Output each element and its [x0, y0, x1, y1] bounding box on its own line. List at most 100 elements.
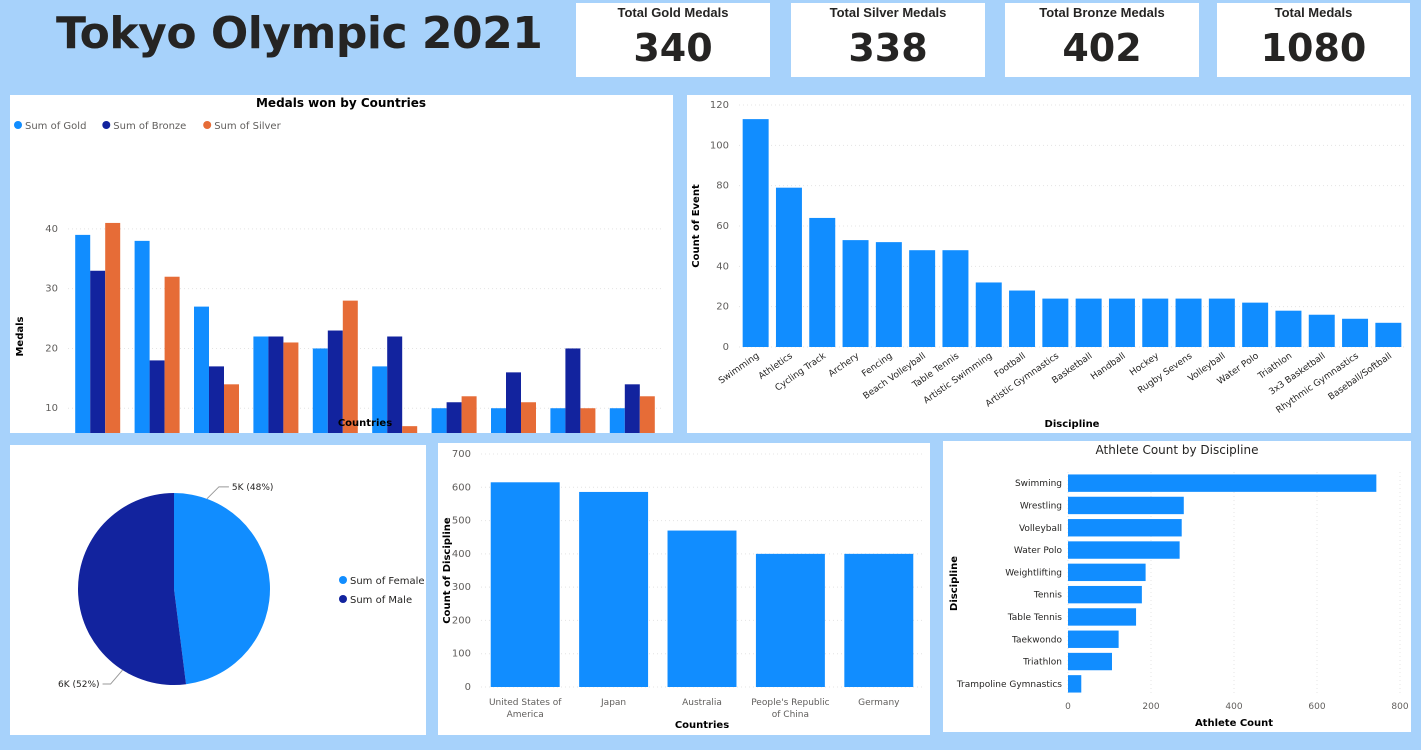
medals-by-country-panel[interactable]: Medals won by Countries Sum of Gold Sum of… [10, 95, 673, 512]
bar-water-polo [1068, 541, 1180, 559]
bar-australia [667, 530, 737, 687]
events-y-tick-label: 80 [716, 181, 729, 192]
total-medals-value: 1080 [1260, 26, 1367, 70]
bar-taekwondo [1068, 630, 1119, 648]
bar-table-tennis [1068, 608, 1137, 626]
medals-y-tick-label: 20 [45, 343, 58, 354]
chart-title: Athlete Count by Discipline [1096, 443, 1259, 457]
y-tick-label: Taekwondo [1011, 635, 1063, 645]
bar-sum-of-silver-italy [580, 408, 596, 468]
y-tick-label: Wrestling [1020, 501, 1062, 511]
discipline-y-tick-label: 500 [452, 516, 471, 527]
y-tick-label: Tennis [1033, 591, 1062, 601]
y-tick-label: Weightlifting [1005, 568, 1062, 578]
bar-artistic-gymnastics [1042, 298, 1069, 347]
bar-sum-of-gold-netherlands [609, 408, 625, 468]
legend-swatch-sum-of-female [339, 576, 347, 584]
bar-sum-of-bronze-netherlands [624, 384, 640, 468]
x-tick-label: Handball [1089, 351, 1127, 382]
bar-sum-of-silver-united-states-of-america [105, 222, 121, 468]
legend-swatch-sum-of-male [339, 595, 347, 603]
total-gold-label: Total Gold Medals [617, 5, 729, 20]
bar-water-polo [1242, 302, 1269, 347]
bar-sum-of-silver-people-s-republic-of-china [164, 276, 180, 468]
bar-fencing [875, 242, 902, 347]
y-axis-title: Count of Event [691, 184, 702, 268]
events-by-discipline-panel[interactable]: 0 20 40 60 80 100 120 Count of Event Swimming Ath… [687, 95, 1411, 433]
bar-wrestling [1068, 496, 1184, 515]
bar-sum-of-bronze-japan [209, 366, 224, 468]
bar-sum-of-gold-italy [550, 408, 566, 468]
bar-sum-of-bronze-italy [565, 348, 581, 468]
x-tick-label: Australia [682, 698, 722, 708]
bar-sum-of-gold-germany [491, 408, 506, 468]
bar-sum-of-gold-roc [312, 348, 328, 468]
bar-sum-of-silver-netherlands [639, 396, 655, 468]
bar-table-tennis [942, 250, 969, 347]
bar-sum-of-silver-germany [521, 402, 536, 468]
discipline-by-country-panel[interactable]: 0 100 200 300 400 500 600 700 Count of Disciplin… [438, 443, 930, 735]
y-axis-title: Medals [15, 316, 26, 356]
gender-pie-panel[interactable]: 5K (48%) 6K (52%) Sum of Female Sum of Male [10, 445, 426, 735]
legend-label-sum-of-male: Sum of Male [350, 595, 412, 606]
y-tick-label: Volleyball [1019, 524, 1062, 534]
bar-sum-of-gold-united-states-of-america [75, 234, 91, 468]
total-medals-card[interactable]: Total Medals 1080 [1217, 3, 1410, 77]
bar-football [1009, 290, 1036, 347]
total-silver-card[interactable]: Total Silver Medals 338 [791, 3, 985, 77]
bar-sum-of-gold-people-s-republic-of-china [134, 240, 150, 468]
total-silver-label: Total Silver Medals [829, 5, 947, 20]
bar-rhythmic-gymnastics [1342, 318, 1369, 347]
discipline-y-tick-label: 600 [452, 482, 471, 493]
x-tick-label: 400 [1225, 702, 1242, 712]
total-gold-card[interactable]: Total Gold Medals 340 [576, 3, 770, 77]
x-tick-label: United States of America [489, 698, 562, 720]
discipline-by-country-chart: 0 100 200 300 400 500 600 700 Count of Disciplin… [442, 449, 923, 731]
x-axis-title: Countries [338, 418, 392, 429]
bar-athletics [775, 187, 802, 347]
bar-cycling-track [809, 217, 836, 347]
bar-tennis [1068, 585, 1142, 604]
total-bronze-card[interactable]: Total Bronze Medals 402 [1005, 3, 1199, 77]
pie-label-leader [102, 669, 123, 685]
total-bronze-value: 402 [1062, 26, 1142, 70]
discipline-y-tick-label: 200 [452, 615, 471, 626]
bar-archery [842, 240, 869, 347]
bar-artistic-swimming [975, 282, 1002, 347]
x-tick-label: 200 [1142, 702, 1159, 712]
athletes-by-discipline-panel[interactable]: Athlete Count by Discipline 0 200 400 600 800… [943, 441, 1411, 732]
pie-data-label: 6K (52%) [58, 680, 100, 690]
legend-label-sum-of-silver: Sum of Silver [214, 121, 281, 132]
y-axis-title: Discipline [949, 556, 960, 611]
medals-y-tick-label: 10 [45, 403, 58, 414]
x-tick-label: 0 [1065, 702, 1071, 712]
events-y-tick-label: 20 [716, 302, 729, 313]
bar-sum-of-silver-australia [402, 426, 418, 468]
bar-sum-of-gold-great-britain [253, 336, 269, 468]
bar-sum-of-gold-japan [194, 306, 209, 468]
bar-triathlon [1068, 652, 1112, 671]
legend-swatch-sum-of-silver [203, 121, 212, 129]
bar-sum-of-bronze-united-states-of-america [90, 270, 106, 468]
bar-volleyball [1208, 298, 1235, 347]
gender-pie-chart: 5K (48%) 6K (52%) Sum of Female Sum of Male [58, 483, 425, 690]
bar-trampoline-gymnastics [1068, 675, 1082, 693]
bar-3x3-basketball [1308, 314, 1335, 347]
bar-sum-of-bronze-germany [506, 372, 521, 468]
bar-volleyball [1068, 519, 1182, 537]
bar-people-s-republic-of-china [755, 553, 825, 687]
medals-by-country-chart: Medals won by Countries Sum of Gold Sum of… [14, 96, 662, 512]
events-y-tick-label: 40 [716, 261, 729, 272]
events-y-tick-label: 100 [710, 140, 729, 151]
athletes-by-discipline-chart: Athlete Count by Discipline 0 200 400 600 800… [949, 443, 1409, 729]
total-medals-label: Total Medals [1274, 5, 1353, 20]
x-tick-label: 800 [1391, 702, 1408, 712]
x-axis-title: Discipline [1045, 419, 1100, 430]
y-axis-title: Count of Discipline [442, 517, 453, 624]
y-tick-label: Triathlon [1022, 658, 1062, 668]
y-tick-label: Water Polo [1014, 546, 1063, 556]
x-tick-label: Germany [858, 698, 900, 708]
chart-title: Medals won by Countries [256, 96, 426, 110]
bar-sum-of-silver-france [461, 396, 477, 468]
